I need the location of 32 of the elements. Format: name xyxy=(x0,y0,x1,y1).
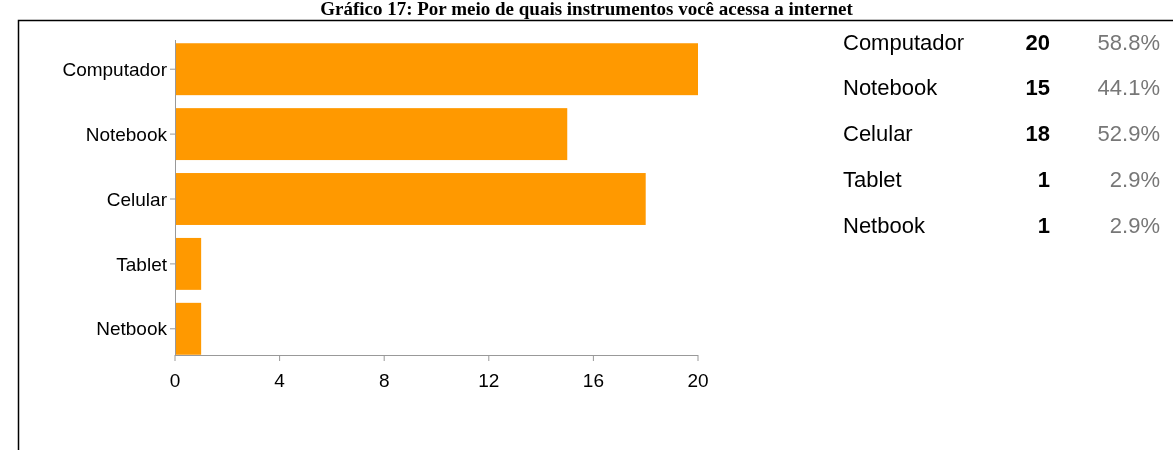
bar xyxy=(175,43,698,96)
data-label: 1 xyxy=(1037,212,1050,238)
x-tick-label: 8 xyxy=(378,370,390,391)
text: 2.9% xyxy=(1109,212,1160,238)
data-label: 20 xyxy=(1025,29,1050,55)
text: 2.9% xyxy=(1109,166,1160,192)
x-tick-label: 4 xyxy=(274,370,286,391)
y-tick-label: Celular xyxy=(106,188,168,210)
data-label: 15 xyxy=(1025,75,1050,101)
text: 52.9% xyxy=(1097,121,1160,147)
y-tick-label: Tablet xyxy=(116,253,168,275)
x-tick-label: 16 xyxy=(582,370,604,391)
text: 44.1% xyxy=(1097,75,1160,101)
y-tick-label: Notebook xyxy=(85,123,168,145)
bar xyxy=(175,302,202,355)
category-label: Netbook xyxy=(843,212,926,238)
chart-title: Gráfico 17: Por meio de quais instrumentos você acessa a internet xyxy=(320,0,854,19)
category-label: Tablet xyxy=(843,166,902,192)
data-label: 18 xyxy=(1025,121,1050,147)
bar xyxy=(175,108,568,161)
x-tick-label: 20 xyxy=(687,370,709,391)
category-label: Notebook xyxy=(843,75,939,101)
category-label: Celular xyxy=(843,121,913,147)
x-tick-label: 12 xyxy=(478,370,500,391)
data-label: 1 xyxy=(1037,166,1050,192)
text: 58.8% xyxy=(1097,29,1160,55)
y-tick-label: Computador xyxy=(62,58,168,80)
x-tick-label: 0 xyxy=(169,370,181,391)
bar xyxy=(175,237,202,290)
category-label: Computador xyxy=(843,29,965,55)
y-tick-label: Netbook xyxy=(96,318,168,340)
bar xyxy=(175,173,646,225)
